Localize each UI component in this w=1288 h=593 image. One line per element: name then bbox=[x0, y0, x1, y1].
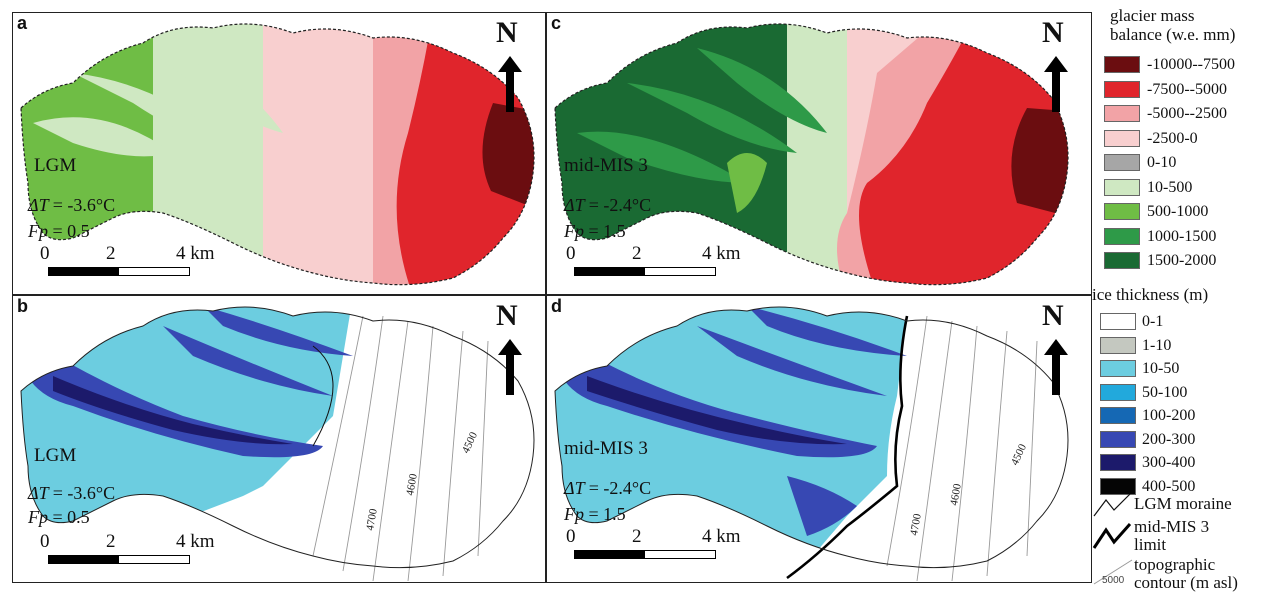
swatch-mass-balance bbox=[1104, 178, 1140, 196]
contour-label-4600: 4600 bbox=[948, 482, 964, 506]
lgm-moraine-icon bbox=[1093, 493, 1131, 517]
swatch-ice-thickness bbox=[1100, 336, 1136, 354]
swatch-mass-balance bbox=[1104, 154, 1140, 171]
legend: glacier mass balance (w.e. mm) -10000--7… bbox=[1092, 0, 1288, 593]
swatch-mass-balance bbox=[1104, 227, 1140, 245]
panel-label: d bbox=[551, 296, 562, 316]
north-label: N bbox=[496, 16, 518, 49]
legend-ice-label: 10-50 bbox=[1142, 360, 1180, 377]
north-arrow-icon bbox=[498, 56, 522, 112]
period-label: mid-MIS 3 bbox=[564, 438, 648, 459]
panel-c: c bbox=[546, 12, 1092, 295]
panel-b-annotations: N LGM ΔT = -3.6°C Fp = 0.5 0 2 4 km bbox=[12, 295, 546, 583]
legend-mass-balance-title-1: glacier mass bbox=[1110, 6, 1195, 25]
swatch-ice-thickness bbox=[1100, 360, 1136, 377]
fp-label: Fp = 1.5 bbox=[564, 221, 626, 241]
topographic-contours bbox=[886, 315, 1038, 582]
legend-mass-balance-label: 1500-2000 bbox=[1147, 252, 1217, 269]
map-a bbox=[20, 23, 535, 286]
legend-topo-2: contour (m asl) bbox=[1134, 573, 1238, 592]
period-label: mid-MIS 3 bbox=[564, 155, 648, 176]
ice-valley-200-300 bbox=[163, 307, 353, 396]
legend-ice-title: ice thickness (m) bbox=[1092, 285, 1209, 304]
legend-mass-balance-title-2: balance (w.e. mm) bbox=[1110, 25, 1236, 44]
swatch-mass-balance bbox=[1104, 252, 1140, 269]
legend-mis3-1: mid-MIS 3 bbox=[1134, 517, 1210, 536]
legend-topo-1: topographic bbox=[1134, 555, 1216, 574]
legend-mass-balance-label: 500-1000 bbox=[1147, 203, 1209, 220]
contour-label-4600: 4600 bbox=[404, 472, 420, 496]
legend-lgm-moraine: LGM moraine bbox=[1134, 494, 1232, 513]
panel-a: a bbox=[12, 12, 546, 295]
north-label: N bbox=[496, 299, 518, 332]
topographic-contour-icon: 5000 bbox=[1093, 559, 1133, 586]
swatch-ice-thickness bbox=[1100, 430, 1136, 448]
fp-label: Fp = 0.5 bbox=[28, 221, 90, 241]
scale-bar bbox=[48, 267, 190, 276]
legend-mass-balance-label: 1000-1500 bbox=[1147, 227, 1217, 245]
north-arrow-icon bbox=[498, 339, 522, 395]
panel-label: a bbox=[17, 13, 28, 33]
panel-d: 4500 4600 4700 d bbox=[546, 295, 1092, 583]
panel-c-annotations: N mid-MIS 3 ΔT = -2.4°C Fp = 1.5 0 2 4 k… bbox=[546, 12, 1092, 295]
swatch-mass-balance bbox=[1104, 80, 1140, 98]
scale-bar bbox=[48, 555, 190, 564]
legend-mass-balance-label: 10-500 bbox=[1147, 178, 1193, 196]
legend-ice-label: 400-500 bbox=[1142, 477, 1196, 495]
topographic-contours bbox=[312, 315, 489, 582]
swatch-ice-thickness bbox=[1100, 383, 1136, 401]
legend-mass-balance-label: -2500-0 bbox=[1147, 129, 1198, 147]
delta-t-label: ΔT = -3.6°C bbox=[28, 483, 116, 503]
north-label: N bbox=[1042, 299, 1064, 332]
panel-d-annotations: N mid-MIS 3 ΔT = -2.4°C Fp = 1.5 0 2 4 k… bbox=[546, 295, 1092, 583]
legend-mass-balance-label: -5000--2500 bbox=[1147, 105, 1227, 122]
north-arrow-icon bbox=[1044, 56, 1068, 112]
lgm-moraine-line bbox=[312, 345, 334, 447]
scale-bar bbox=[574, 267, 716, 276]
contour-label-4700: 4700 bbox=[364, 507, 380, 531]
legend-mass-balance-label: 0-10 bbox=[1147, 154, 1177, 171]
contour-label-4700: 4700 bbox=[908, 512, 924, 536]
scale-bar bbox=[574, 550, 716, 559]
legend-ice-label: 300-400 bbox=[1142, 454, 1196, 471]
legend-ice-label: 50-100 bbox=[1142, 383, 1188, 401]
delta-t-label: ΔT = -2.4°C bbox=[564, 195, 652, 215]
map-b: 4500 4600 4700 bbox=[20, 306, 535, 582]
panel-label: b bbox=[17, 296, 28, 316]
panel-b: 4500 4600 4700 b bbox=[12, 295, 546, 583]
north-label: N bbox=[1042, 16, 1064, 49]
legend-mis3-2: limit bbox=[1134, 535, 1167, 554]
legend-ice-label: 1-10 bbox=[1142, 336, 1172, 354]
delta-t-label: ΔT = -3.6°C bbox=[28, 195, 116, 215]
band-minus2500-0 bbox=[263, 24, 373, 285]
map-c bbox=[554, 23, 1069, 286]
fp-label: Fp = 1.5 bbox=[564, 504, 626, 524]
mid-mis3-limit-line bbox=[786, 315, 909, 580]
period-label: LGM bbox=[34, 445, 77, 466]
legend-ice-label: 0-1 bbox=[1142, 313, 1164, 330]
legend-mass-balance-label: -10000--7500 bbox=[1147, 56, 1235, 73]
swatch-mass-balance bbox=[1104, 203, 1140, 220]
swatch-mass-balance bbox=[1104, 129, 1140, 147]
swatch-mass-balance bbox=[1104, 105, 1140, 122]
swatch-ice-thickness bbox=[1100, 454, 1136, 471]
panel-a-annotations: N LGM ΔT = -3.6°C Fp = 0.5 0 2 4 km bbox=[12, 12, 546, 295]
topographic-contour-value: 5000 bbox=[1102, 575, 1125, 586]
map-d: 4500 4600 4700 bbox=[554, 306, 1069, 582]
swatch-ice-thickness bbox=[1100, 313, 1136, 330]
north-arrow-icon bbox=[1044, 339, 1068, 395]
valley-10-500 bbox=[33, 53, 283, 157]
swatch-ice-thickness bbox=[1100, 477, 1136, 495]
legend-ice-label: 100-200 bbox=[1142, 407, 1196, 424]
period-label: LGM bbox=[34, 155, 77, 176]
delta-t-label: ΔT = -2.4°C bbox=[564, 478, 652, 498]
legend-ice-label: 200-300 bbox=[1142, 430, 1196, 448]
swatch-mass-balance bbox=[1104, 56, 1140, 73]
panel-label: c bbox=[551, 13, 562, 33]
swatch-ice-thickness bbox=[1100, 407, 1136, 424]
legend-mass-balance-label: -7500--5000 bbox=[1147, 80, 1227, 98]
fp-label: Fp = 0.5 bbox=[28, 507, 90, 527]
mid-mis3-limit-icon bbox=[1092, 523, 1132, 549]
